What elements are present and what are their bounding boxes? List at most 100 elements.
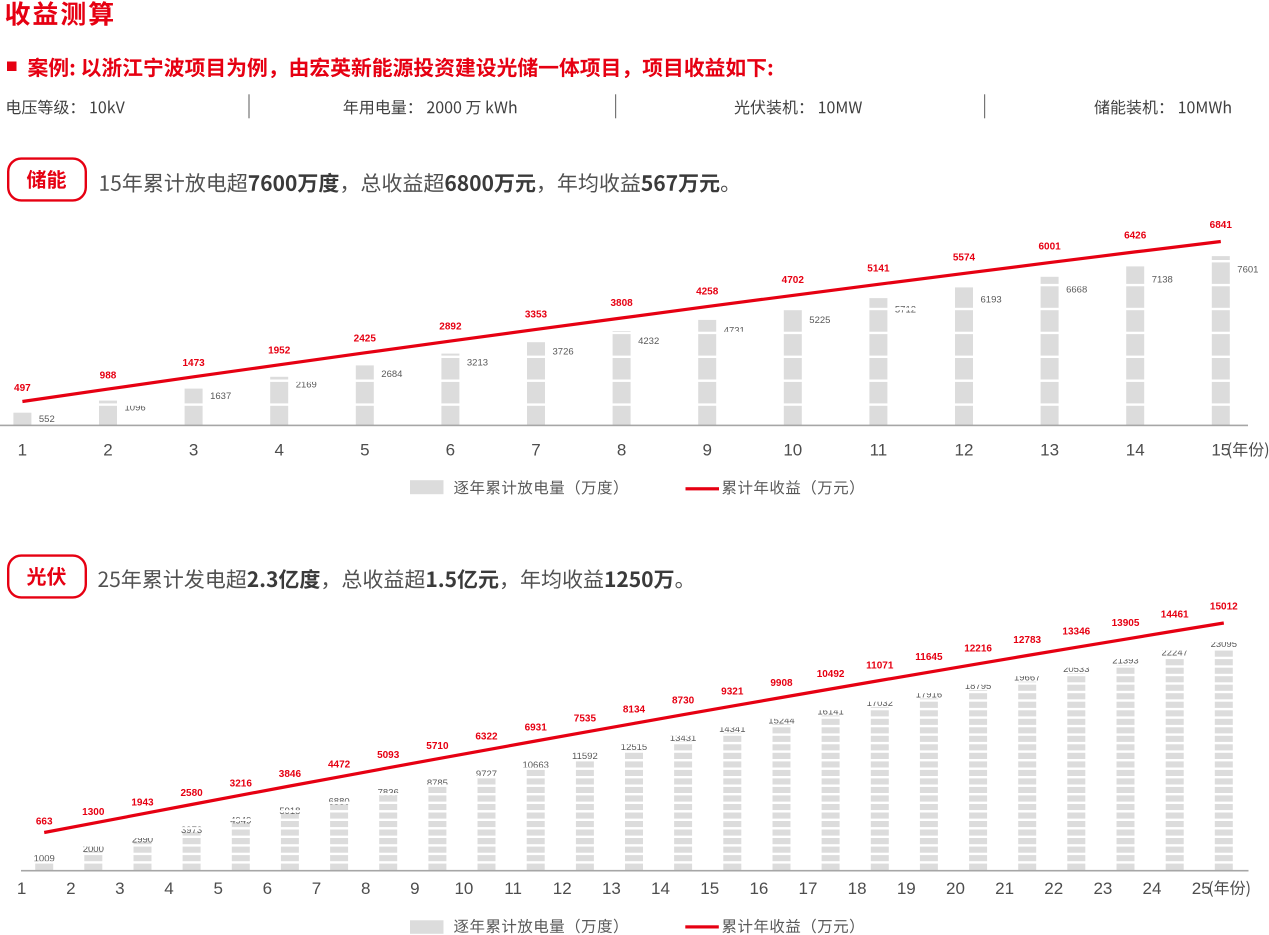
svg-text:6426: 6426 [1124,231,1147,242]
svg-text:6322: 6322 [475,732,498,743]
svg-text:3: 3 [115,879,124,898]
svg-text:9908: 9908 [770,678,793,689]
svg-text:7: 7 [312,879,321,898]
svg-text:6193: 6193 [981,294,1002,305]
svg-text:2684: 2684 [381,369,402,380]
svg-text:25: 25 [1192,879,1211,898]
svg-text:8: 8 [361,879,370,898]
svg-text:12783: 12783 [1013,635,1041,646]
svg-text:2000: 2000 [83,844,104,855]
svg-text:7601: 7601 [1237,265,1258,276]
svg-text:9727: 9727 [476,769,497,780]
svg-text:5141: 5141 [867,264,890,275]
svg-text:1943: 1943 [131,797,154,808]
svg-text:8: 8 [617,440,626,459]
svg-text:9321: 9321 [721,687,744,698]
svg-text:14: 14 [1126,440,1145,459]
svg-text:6931: 6931 [525,723,548,734]
svg-text:14341: 14341 [719,724,745,735]
svg-text:3726: 3726 [553,347,574,358]
svg-text:11071: 11071 [866,661,894,672]
svg-text:3216: 3216 [230,778,253,789]
svg-text:18795: 18795 [965,681,991,692]
svg-text:15: 15 [700,879,719,898]
svg-text:5093: 5093 [377,750,400,761]
svg-text:4731: 4731 [724,325,745,336]
svg-text:1473: 1473 [182,358,205,369]
svg-text:988: 988 [100,370,117,381]
svg-text:11: 11 [504,879,522,898]
svg-text:4232: 4232 [638,336,659,347]
svg-text:12: 12 [955,440,974,459]
svg-text:5: 5 [213,879,222,898]
svg-text:13905: 13905 [1112,618,1140,629]
svg-text:6841: 6841 [1210,220,1233,231]
svg-text:10663: 10663 [522,760,548,771]
svg-text:7836: 7836 [378,787,399,798]
svg-text:10492: 10492 [817,669,845,680]
svg-text:17916: 17916 [916,689,942,700]
svg-text:13346: 13346 [1062,626,1090,637]
svg-text:4258: 4258 [696,286,719,297]
svg-text:7138: 7138 [1152,274,1173,285]
svg-text:4472: 4472 [328,760,351,771]
svg-text:663: 663 [36,817,53,828]
svg-text:19667: 19667 [1014,672,1040,683]
svg-text:1952: 1952 [268,346,291,357]
svg-text:23095: 23095 [1211,639,1237,650]
svg-text:12515: 12515 [621,742,647,753]
svg-text:23: 23 [1093,879,1112,898]
svg-text:1637: 1637 [210,391,231,402]
svg-text:5225: 5225 [809,315,830,326]
svg-text:6: 6 [446,440,455,459]
svg-text:22: 22 [1044,879,1063,898]
svg-text:9: 9 [702,440,711,459]
svg-text:13: 13 [1040,440,1059,459]
svg-text:2990: 2990 [132,834,153,845]
svg-text:16: 16 [749,879,768,898]
svg-text:3808: 3808 [610,298,633,309]
svg-text:14: 14 [651,879,670,898]
svg-text:3353: 3353 [525,310,548,321]
svg-text:17032: 17032 [867,698,893,709]
svg-text:3973: 3973 [181,825,202,836]
svg-text:20533: 20533 [1063,664,1089,675]
svg-text:13: 13 [602,879,621,898]
svg-text:497: 497 [14,383,31,394]
svg-text:13431: 13431 [670,733,696,744]
svg-text:19: 19 [897,879,916,898]
svg-text:11592: 11592 [572,751,598,762]
svg-text:16141: 16141 [817,707,843,718]
svg-text:1: 1 [18,440,27,459]
svg-text:5710: 5710 [426,741,449,752]
svg-text:8785: 8785 [427,778,448,789]
svg-text:4: 4 [274,440,283,459]
svg-text:1300: 1300 [82,807,105,818]
svg-text:22247: 22247 [1161,647,1187,658]
svg-text:12216: 12216 [964,643,992,654]
svg-text:21: 21 [995,879,1014,898]
svg-text:24: 24 [1143,879,1162,898]
svg-text:5: 5 [360,440,369,459]
svg-text:1009: 1009 [34,854,55,865]
svg-text:8134: 8134 [623,705,646,716]
svg-text:4: 4 [164,879,173,898]
svg-text:7535: 7535 [574,714,597,725]
svg-text:10: 10 [783,440,802,459]
svg-text:8730: 8730 [672,696,695,707]
svg-text:17: 17 [799,879,818,898]
svg-text:12: 12 [553,879,572,898]
svg-text:2: 2 [103,440,112,459]
svg-text:15: 15 [1211,440,1230,459]
svg-text:18: 18 [848,879,867,898]
svg-text:21393: 21393 [1112,656,1138,667]
svg-text:11: 11 [870,440,888,459]
svg-text:6668: 6668 [1066,284,1087,295]
svg-text:10: 10 [454,879,473,898]
svg-text:3846: 3846 [279,769,302,780]
svg-text:1096: 1096 [125,403,146,414]
svg-text:5574: 5574 [953,253,976,264]
svg-text:20: 20 [946,879,965,898]
svg-text:14461: 14461 [1161,610,1189,621]
svg-text:15244: 15244 [768,715,794,726]
